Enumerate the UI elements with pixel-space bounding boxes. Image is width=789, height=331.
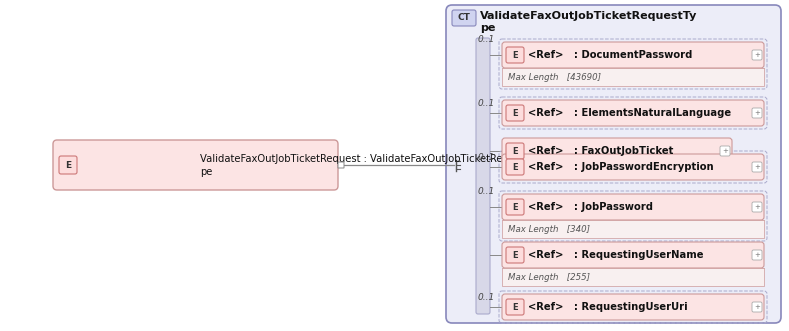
FancyBboxPatch shape bbox=[502, 154, 764, 180]
Text: E: E bbox=[512, 203, 518, 212]
FancyBboxPatch shape bbox=[476, 38, 490, 314]
Text: +: + bbox=[722, 148, 728, 154]
Text: Max Length   [43690]: Max Length [43690] bbox=[508, 72, 601, 81]
Bar bbox=[502, 68, 764, 86]
FancyBboxPatch shape bbox=[752, 202, 762, 212]
Text: ValidateFaxOutJobTicketRequest : ValidateFaxOutJobTicketRequestTy: ValidateFaxOutJobTicketRequest : Validat… bbox=[200, 154, 541, 164]
FancyBboxPatch shape bbox=[53, 140, 338, 190]
FancyBboxPatch shape bbox=[502, 100, 764, 126]
FancyBboxPatch shape bbox=[752, 162, 762, 172]
FancyBboxPatch shape bbox=[506, 143, 524, 159]
FancyBboxPatch shape bbox=[506, 105, 524, 121]
FancyBboxPatch shape bbox=[506, 299, 524, 315]
Text: pe: pe bbox=[200, 167, 212, 177]
Text: E: E bbox=[512, 163, 518, 171]
FancyBboxPatch shape bbox=[506, 159, 524, 175]
FancyBboxPatch shape bbox=[59, 156, 77, 174]
FancyBboxPatch shape bbox=[506, 47, 524, 63]
FancyBboxPatch shape bbox=[752, 302, 762, 312]
FancyBboxPatch shape bbox=[752, 250, 762, 260]
Text: +: + bbox=[754, 304, 760, 310]
Text: <Ref>   : JobPassword: <Ref> : JobPassword bbox=[528, 202, 653, 212]
FancyBboxPatch shape bbox=[502, 42, 764, 68]
Text: <Ref>   : ElementsNaturalLanguage: <Ref> : ElementsNaturalLanguage bbox=[528, 108, 731, 118]
Text: 0..1: 0..1 bbox=[478, 293, 495, 302]
Text: E: E bbox=[512, 303, 518, 311]
Text: +: + bbox=[754, 204, 760, 210]
Text: E: E bbox=[512, 109, 518, 118]
FancyBboxPatch shape bbox=[506, 247, 524, 263]
Text: +: + bbox=[754, 110, 760, 116]
FancyBboxPatch shape bbox=[446, 5, 781, 323]
Bar bbox=[502, 268, 764, 286]
Text: Max Length   [255]: Max Length [255] bbox=[508, 272, 590, 281]
FancyBboxPatch shape bbox=[752, 50, 762, 60]
FancyBboxPatch shape bbox=[752, 108, 762, 118]
FancyBboxPatch shape bbox=[502, 194, 764, 220]
Text: 0..1: 0..1 bbox=[478, 153, 495, 162]
FancyBboxPatch shape bbox=[720, 146, 730, 156]
Text: E: E bbox=[65, 161, 71, 169]
Text: <Ref>   : DocumentPassword: <Ref> : DocumentPassword bbox=[528, 50, 693, 60]
Text: E: E bbox=[512, 51, 518, 60]
Text: <Ref>   : RequestingUserUri: <Ref> : RequestingUserUri bbox=[528, 302, 688, 312]
FancyBboxPatch shape bbox=[502, 138, 732, 164]
Text: CT: CT bbox=[458, 14, 470, 23]
Text: +: + bbox=[754, 52, 760, 58]
FancyBboxPatch shape bbox=[338, 162, 344, 168]
Text: ValidateFaxOutJobTicketRequestTy
pe: ValidateFaxOutJobTicketRequestTy pe bbox=[480, 11, 697, 32]
Text: E: E bbox=[512, 147, 518, 156]
Text: E: E bbox=[512, 251, 518, 260]
FancyBboxPatch shape bbox=[506, 199, 524, 215]
Text: 0..1: 0..1 bbox=[478, 35, 495, 44]
Text: 0..1: 0..1 bbox=[478, 99, 495, 108]
Bar bbox=[502, 220, 764, 238]
Text: +: + bbox=[754, 252, 760, 258]
FancyBboxPatch shape bbox=[452, 10, 476, 26]
FancyBboxPatch shape bbox=[502, 242, 764, 268]
Text: <Ref>   : RequestingUserName: <Ref> : RequestingUserName bbox=[528, 250, 704, 260]
FancyBboxPatch shape bbox=[502, 294, 764, 320]
Text: <Ref>   : JobPasswordEncryption: <Ref> : JobPasswordEncryption bbox=[528, 162, 713, 172]
Text: +: + bbox=[754, 164, 760, 170]
Text: <Ref>   : FaxOutJobTicket: <Ref> : FaxOutJobTicket bbox=[528, 146, 673, 156]
Text: 0..1: 0..1 bbox=[478, 187, 495, 197]
Text: Max Length   [340]: Max Length [340] bbox=[508, 224, 590, 233]
